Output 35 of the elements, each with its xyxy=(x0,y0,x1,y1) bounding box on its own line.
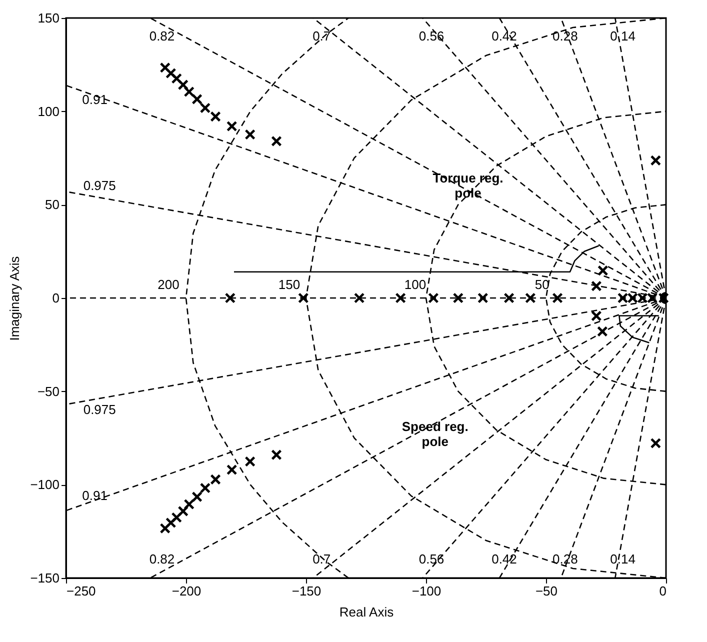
x-tick-label: −50 xyxy=(535,584,558,598)
annotation: 0.91 xyxy=(82,92,108,108)
annotation: 0.14 xyxy=(610,551,636,566)
x-tick-label: −250 xyxy=(66,584,96,598)
annotation: 100 xyxy=(404,276,426,292)
x-tick-label: −150 xyxy=(292,584,322,598)
x-tick-label: 0 xyxy=(659,584,666,598)
x-tick-label: −100 xyxy=(412,584,442,598)
annotation: 150 xyxy=(278,276,300,292)
y-tick-label: 50 xyxy=(45,197,60,212)
annotation: Speed reg. pole xyxy=(402,418,468,449)
y-tick-label: 100 xyxy=(38,104,60,119)
annotation: 200 xyxy=(158,276,180,292)
annotation: 0.91 xyxy=(82,488,108,503)
y-axis-title: Imaginary Axis xyxy=(7,256,22,341)
annotation: 0.56 xyxy=(418,551,444,566)
annotation: 0.975 xyxy=(83,402,116,417)
annotation: 0.42 xyxy=(492,551,517,566)
annotation: 50 xyxy=(534,276,550,292)
y-tick-label: −50 xyxy=(37,384,60,399)
annotation: 0.7 xyxy=(312,28,331,44)
annotation: 0.82 xyxy=(149,28,175,44)
annotation: 0.42 xyxy=(492,28,517,44)
y-tick-label: 0 xyxy=(52,290,60,306)
y-tick-label: −150 xyxy=(30,570,60,586)
annotation: 0.14 xyxy=(610,28,636,44)
x-axis-title: Real Axis xyxy=(339,604,394,620)
annotation: 0.56 xyxy=(418,28,444,44)
y-tick-label: 150 xyxy=(38,10,60,26)
annotation: 0.28 xyxy=(552,28,578,44)
annotation: 0.975 xyxy=(83,178,116,193)
annotation: 0.82 xyxy=(149,551,175,566)
annotation: 0.7 xyxy=(312,551,331,566)
y-tick-label: −100 xyxy=(30,477,60,492)
x-tick-label: −200 xyxy=(172,584,202,598)
